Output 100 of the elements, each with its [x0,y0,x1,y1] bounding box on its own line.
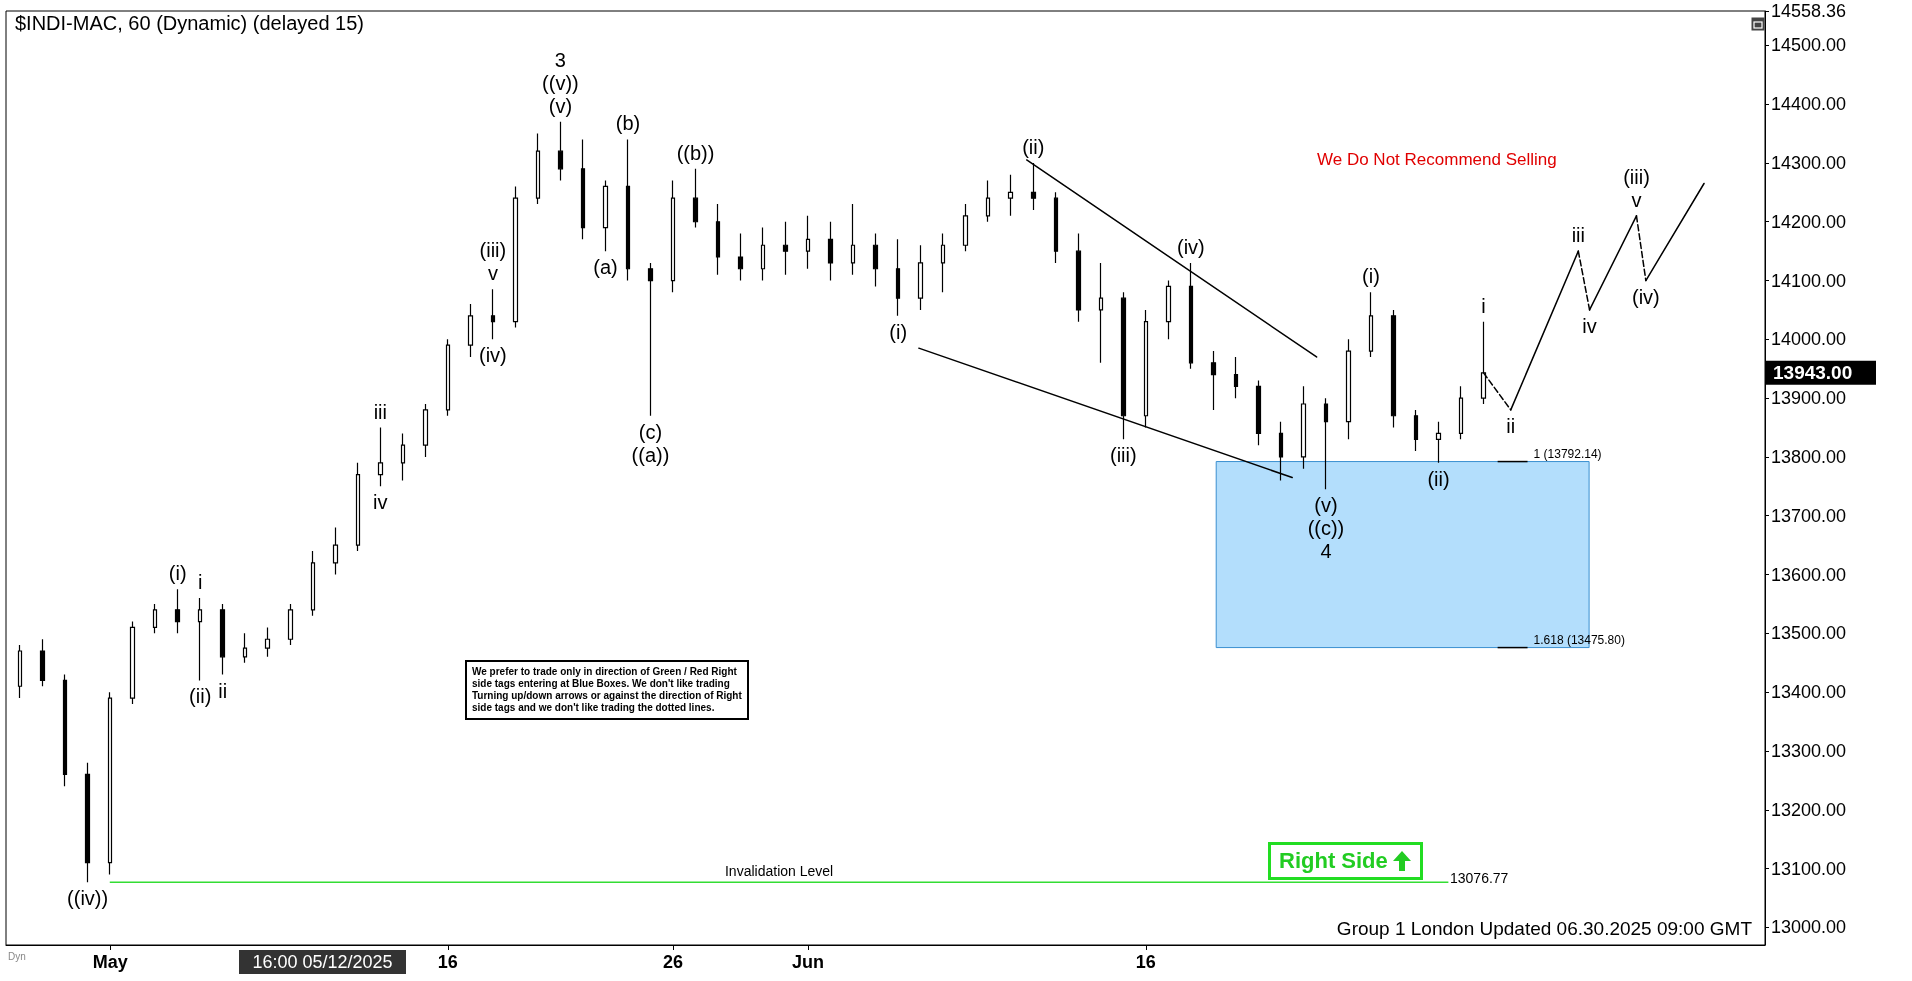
candlestick [1323,397,1329,490]
candlestick [1075,232,1082,323]
candlestick [647,262,654,417]
annotation: i [1481,294,1486,317]
candlestick [264,626,271,658]
candlestick [1435,421,1442,464]
y-tick-label: 13200.00 [1771,799,1847,820]
text: 13943.00 [1773,362,1853,384]
annotation: (i) [1362,265,1380,288]
candlestick [805,215,811,270]
candlestick [782,221,789,276]
candlestick [1007,174,1014,217]
candlestick [985,179,991,223]
x-tick-label: 16 [1135,952,1156,972]
candlestick [1413,409,1419,452]
annotation: (iii) [479,239,507,262]
candlestick [737,232,744,282]
candlestick [84,762,91,883]
candlestick [107,691,113,876]
candlestick [355,462,361,552]
y-tick-label: 14000.00 [1771,329,1847,350]
candlestick [625,138,631,282]
text: 16:00 05/12/2025 [239,950,406,974]
candlestick [1300,385,1307,470]
y-tick-label: 13400.00 [1771,682,1847,703]
annotation: ((b)) [676,141,715,164]
y-tick-label: 13100.00 [1771,858,1847,879]
y-tick-label: 13000.00 [1771,917,1847,938]
candlestick [602,179,609,252]
candlestick [422,403,429,458]
candlestick [760,227,766,282]
candlestick [940,232,946,293]
annotation: (iv) [1631,285,1660,308]
candlestick [17,644,23,699]
annotation: v [487,262,498,285]
annotation: (a) [593,256,618,279]
annotation: ((a)) [631,443,670,466]
annotation: ((iv)) [67,887,109,910]
annotation: (c) [638,420,663,443]
annotation: 3 [554,48,566,71]
chart-title: $INDI-MAC, 60 (Dynamic) (delayed 15) [15,12,364,34]
y-tick-label: 13900.00 [1771,388,1847,409]
candlestick [512,185,519,329]
candlestick [287,603,294,646]
annotation: ii [1506,414,1516,437]
candlestick [1053,191,1059,264]
y-tick-label: 13600.00 [1771,564,1847,585]
candlestick [670,179,676,293]
annotation: (b) [615,112,641,135]
x-tick-label: Jun [792,952,825,972]
annotation: iv [373,491,388,514]
candlestick [1255,379,1262,446]
candlestick [310,550,316,617]
candlestick [917,244,924,311]
candlestick [219,603,226,676]
ref-line-label: 1.618 (13475.80) [1533,632,1625,647]
candlestick [152,603,158,634]
candlestick [580,138,586,240]
y-tick-label: 13800.00 [1771,446,1847,467]
y-tick-label: 14558.36 [1771,1,1847,21]
candlestick [490,288,496,340]
annotation: 4 [1320,540,1332,563]
y-tick-label: 13700.00 [1771,505,1847,526]
x-tick-label: 16 [437,952,458,972]
y-tick-label: 14100.00 [1771,270,1847,291]
candlestick [1368,291,1374,358]
annotation: iii [373,400,387,423]
ref-line-label: 1 (13792.14) [1533,446,1602,461]
candlestick [467,303,474,358]
candlestick [895,238,901,317]
y-tick-label: 14400.00 [1771,94,1847,115]
candlestick [535,132,541,205]
candlestick [39,638,46,687]
candlestick [715,203,721,276]
annotation: (iii) [1109,444,1137,467]
annotation: (ii) [1427,467,1450,490]
annotation: (i) [168,562,187,585]
annotation: (i) [889,320,908,343]
annotation: ((c)) [1307,517,1345,540]
y-tick-label: 14500.00 [1771,35,1847,56]
candlestick [1458,385,1464,440]
annotation: (v) [548,94,573,117]
annotation: iv [1582,314,1597,337]
candlestick [197,597,203,681]
candlestick [1233,356,1239,399]
candlestick [872,232,879,288]
candlestick [1210,350,1217,411]
annotation: (iv) [1176,235,1205,258]
candlestick [400,432,406,482]
annotation: ii [218,679,228,702]
annotation: 13076.77 [1450,870,1509,887]
annotation: We Do Not Recommend Selling [1317,150,1557,170]
y-tick-label: 14300.00 [1771,152,1847,173]
text: Dyn [8,951,26,962]
annotation: i [197,571,203,594]
annotation: Right Side [1279,848,1388,874]
candlestick [62,673,68,787]
candlestick [129,620,136,705]
candlestick [692,168,699,229]
candlestick [377,426,384,487]
